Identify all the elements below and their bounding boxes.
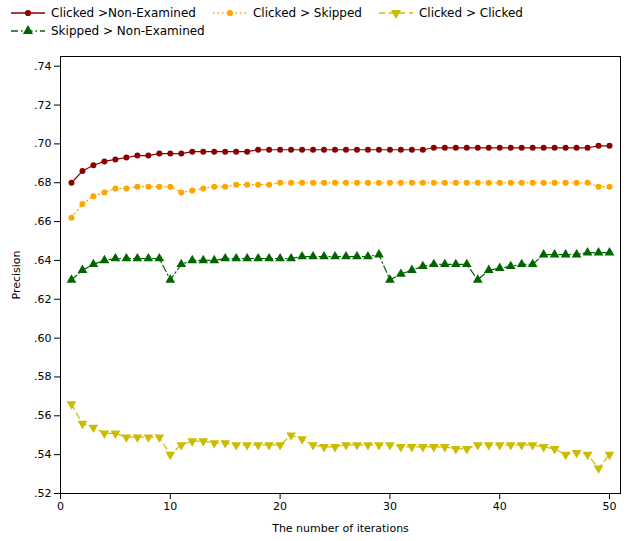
svg-text:.64: .64 bbox=[34, 254, 52, 267]
svg-text:The number of iterations: The number of iterations bbox=[271, 522, 409, 535]
html-text:Clicked > Clicked: Clicked > Clicked bbox=[419, 6, 523, 20]
svg-text:.68: .68 bbox=[34, 176, 52, 189]
svg-text:10: 10 bbox=[163, 500, 177, 513]
svg-text:30: 30 bbox=[383, 500, 397, 513]
html-text:Clicked >Non-Examined: Clicked >Non-Examined bbox=[51, 6, 196, 20]
svg-text:20: 20 bbox=[273, 500, 287, 513]
svg-text:0: 0 bbox=[57, 500, 64, 513]
svg-text:.54: .54 bbox=[34, 448, 52, 461]
svg-text:40: 40 bbox=[493, 500, 507, 513]
svg-text:.70: .70 bbox=[34, 137, 52, 150]
html-text:Skipped > Non-Examined: Skipped > Non-Examined bbox=[51, 24, 205, 38]
svg-text:.56: .56 bbox=[34, 409, 52, 422]
svg-text:.74: .74 bbox=[34, 60, 52, 73]
svg-text:.66: .66 bbox=[34, 215, 52, 228]
html-text:Clicked > Skipped: Clicked > Skipped bbox=[253, 6, 362, 20]
svg-text:.62: .62 bbox=[34, 293, 52, 306]
svg-text:.60: .60 bbox=[34, 332, 52, 345]
svg-text:50: 50 bbox=[603, 500, 617, 513]
svg-text:.52: .52 bbox=[34, 487, 52, 500]
svg-text:Precision: Precision bbox=[10, 250, 23, 299]
svg-text:.58: .58 bbox=[34, 370, 52, 383]
svg-text:.72: .72 bbox=[34, 99, 52, 112]
